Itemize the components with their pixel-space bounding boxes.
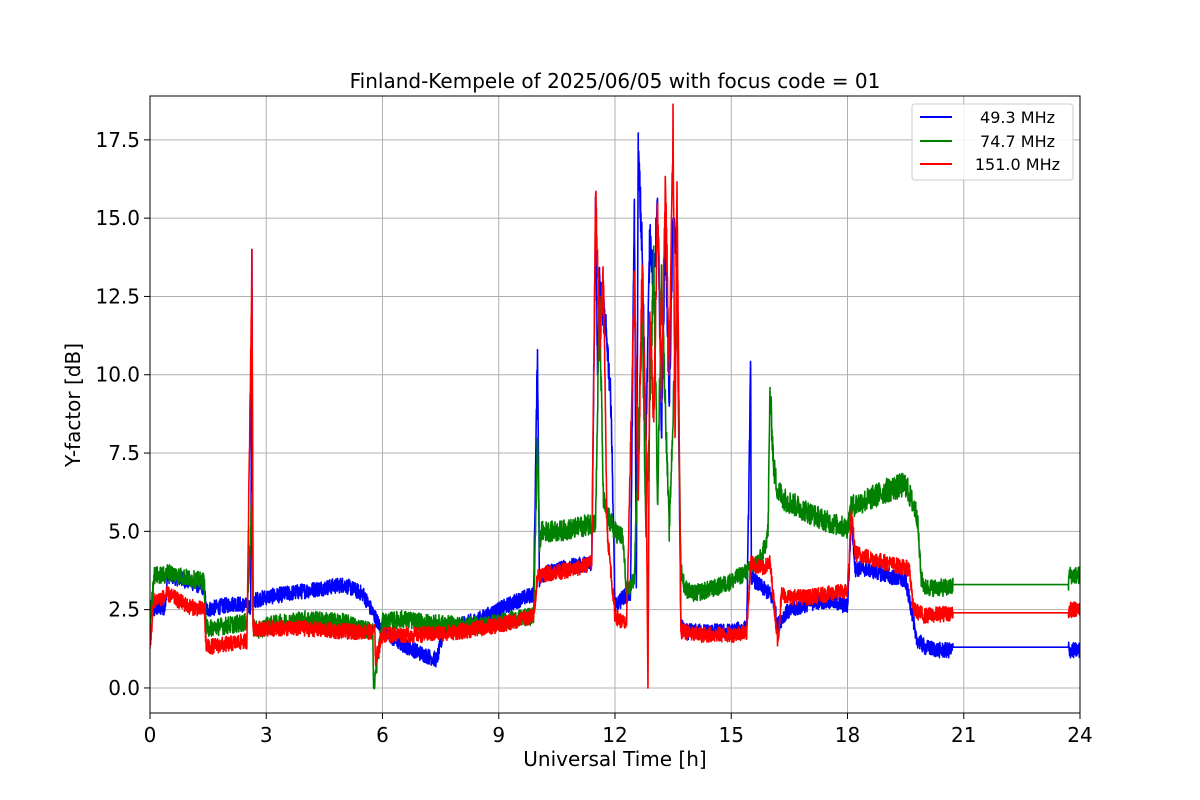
x-tick-label: 18 xyxy=(835,723,860,747)
x-tick-label: 15 xyxy=(719,723,744,747)
y-tick-label: 15.0 xyxy=(95,206,140,230)
x-tick-label: 12 xyxy=(602,723,627,747)
series-line-2 xyxy=(150,103,1080,689)
x-tick-label: 24 xyxy=(1067,723,1092,747)
y-tick-label: 5.0 xyxy=(108,519,140,543)
x-tick-label: 21 xyxy=(951,723,976,747)
y-tick-label: 2.5 xyxy=(108,598,140,622)
y-axis-label: Y-factor [dB] xyxy=(61,343,85,468)
x-axis-label: Universal Time [h] xyxy=(523,747,706,771)
y-tick-label: 12.5 xyxy=(95,284,140,308)
series-line-1 xyxy=(150,245,1080,690)
y-tick-label: 0.0 xyxy=(108,676,140,700)
x-tick-label: 6 xyxy=(376,723,389,747)
y-tick-label: 7.5 xyxy=(108,441,140,465)
y-tick-label: 10.0 xyxy=(95,363,140,387)
legend: 49.3 MHz 74.7 MHz 151.0 MHz xyxy=(911,103,1074,181)
series-line-0 xyxy=(150,132,1080,668)
y-tick-label: 17.5 xyxy=(95,128,140,152)
x-tick-label: 0 xyxy=(144,723,157,747)
legend-label-49-3: 49.3 MHz xyxy=(975,108,1055,127)
y-axis: 0.0 2.5 5.0 7.5 10.0 12.5 15.0 17.5 xyxy=(95,128,150,700)
legend-label-151-0: 151.0 MHz xyxy=(970,155,1060,174)
series-group xyxy=(150,103,1080,690)
legend-box xyxy=(911,103,1074,181)
x-tick-label: 9 xyxy=(492,723,505,747)
x-tick-label: 3 xyxy=(260,723,273,747)
grid xyxy=(149,96,1081,713)
legend-label-74-7: 74.7 MHz xyxy=(975,132,1055,151)
chart-title: Finland-Kempele of 2025/06/05 with focus… xyxy=(350,69,881,93)
x-axis: 0 3 6 9 12 15 18 21 24 xyxy=(144,713,1093,747)
